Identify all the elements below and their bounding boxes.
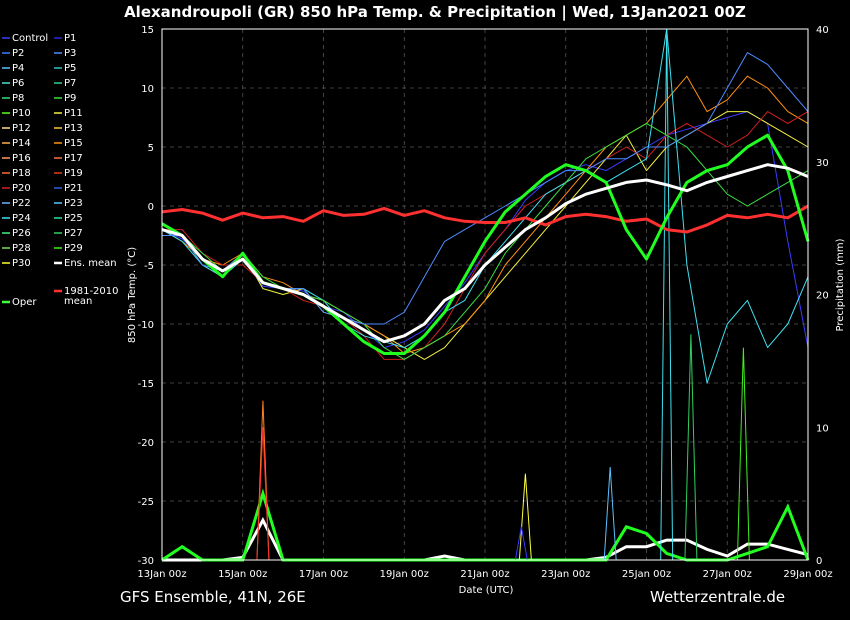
legend-label-6: P6	[12, 78, 24, 89]
y2-axis-label: Precipitation (mm)	[835, 238, 846, 331]
series-line-p9	[161, 122, 809, 360]
legend-label-11: P11	[64, 108, 83, 119]
series-line-1981-2010-mean	[161, 204, 809, 234]
x-tick-7: 27Jan 00z	[703, 569, 752, 580]
legend-label-14: P14	[12, 138, 31, 149]
legend-label-25: P25	[64, 213, 83, 224]
legend-label-8: P8	[12, 93, 24, 104]
y-axis-label: 850 hPa Temp. (°C)	[127, 247, 138, 343]
legend-label-17: P17	[64, 153, 83, 164]
legend-label-29: P29	[64, 243, 83, 254]
y-tick-4: -5	[144, 261, 154, 272]
legend-label-7: P7	[64, 78, 76, 89]
y-tick-0: 15	[141, 25, 154, 36]
legend-label-9: P9	[64, 93, 76, 104]
x-tick-0: 13Jan 00z	[137, 569, 186, 580]
y2-tick-labels: 40 30 20 10 0	[816, 25, 829, 567]
precip-spike-2	[518, 473, 532, 561]
precip-spike-7	[514, 526, 528, 561]
legend: Control P1 P2 P3 P4 P5 P6 P7 P8 P9 P10 P11 P12 P13 P14…	[2, 33, 119, 308]
x-axis-label: Date (UTC)	[459, 585, 514, 596]
legend-label-27: P27	[64, 228, 83, 239]
legend-label-26: P26	[12, 228, 31, 239]
legend-label-12: P12	[12, 123, 31, 134]
footer-site[interactable]: Wetterzentrale.de	[650, 588, 786, 606]
legend-label-13: P13	[64, 123, 83, 134]
y-tick-8: -25	[138, 497, 154, 508]
legend-label-19: P19	[64, 168, 83, 179]
y-tick-9: -30	[138, 556, 154, 567]
y-tick-7: -20	[138, 438, 154, 449]
x-tick-4: 21Jan 00z	[460, 569, 509, 580]
x-tick-1: 15Jan 00z	[218, 569, 267, 580]
y2-tick-0: 40	[816, 25, 829, 36]
x-tick-3: 19Jan 00z	[380, 569, 429, 580]
legend-label-15: P15	[64, 138, 83, 149]
x-tick-8: 29Jan 00z	[783, 569, 832, 580]
x-tick-6: 25Jan 00z	[622, 569, 671, 580]
precip-spike-4	[684, 334, 698, 561]
legend-label-22: P22	[12, 198, 31, 209]
legend-label-32: Oper	[12, 297, 37, 308]
x-tick-labels: 13Jan 00z 15Jan 00z 17Jan 00z 19Jan 00z 21Ja…	[137, 569, 832, 580]
chart-title: Alexandroupoli (GR) 850 hPa Temp. & Prec…	[124, 3, 746, 22]
legend-label-4: P4	[12, 63, 24, 74]
series-line-ens-mean	[161, 163, 809, 344]
legend-label-30: P30	[12, 258, 31, 269]
legend-label-23: P23	[64, 198, 83, 209]
series-layer	[161, 28, 810, 384]
y2-tick-2: 20	[816, 291, 829, 302]
x-tick-5: 23Jan 00z	[541, 569, 590, 580]
legend-label-31: Ens. mean	[64, 258, 117, 269]
y2-tick-1: 30	[816, 158, 829, 169]
legend-label-1: P1	[64, 33, 76, 44]
plot-frame	[161, 28, 809, 561]
x-tick-2: 17Jan 00z	[299, 569, 348, 580]
footer-model: GFS Ensemble, 41N, 26E	[120, 588, 306, 606]
y-tick-2: 5	[148, 143, 154, 154]
y2-tick-3: 10	[816, 423, 829, 434]
legend-label-16: P16	[12, 153, 31, 164]
legend-label-33-b: mean	[64, 296, 92, 307]
y-tick-5: -10	[138, 320, 154, 331]
legend-label-0: Control	[12, 33, 48, 44]
y2-tick-4: 0	[816, 556, 822, 567]
legend-label-28: P28	[12, 243, 31, 254]
y-tick-6: -15	[138, 379, 154, 390]
series-line-p15	[161, 75, 809, 354]
precip-spike-6	[603, 467, 617, 561]
legend-label-10: P10	[12, 108, 31, 119]
legend-label-21: P21	[64, 183, 83, 194]
legend-label-2: P2	[12, 48, 24, 59]
legend-label-3: P3	[64, 48, 76, 59]
y-tick-labels: 15 10 5 0 -5 -10 -15 -20 -25 -30	[138, 25, 154, 567]
legend-label-18: P18	[12, 168, 31, 179]
legend-label-5: P5	[64, 63, 76, 74]
legend-label-24: P24	[12, 213, 31, 224]
precip-spike-1	[256, 427, 270, 561]
legend-label-20: P20	[12, 183, 31, 194]
y-tick-3: 0	[148, 202, 154, 213]
y-tick-1: 10	[141, 84, 154, 95]
precip-spike-5	[736, 347, 750, 561]
legend-label-33: 1981-2010	[64, 286, 119, 297]
